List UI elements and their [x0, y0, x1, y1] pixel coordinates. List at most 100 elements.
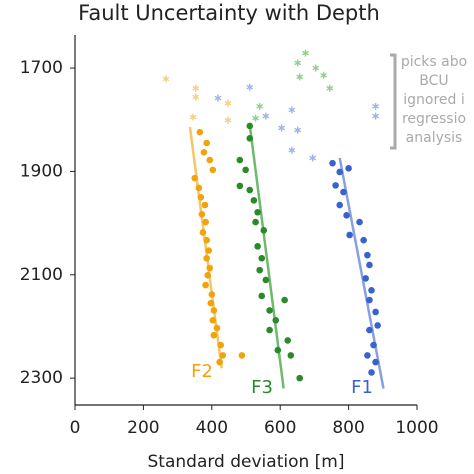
pick-point — [345, 165, 352, 172]
y-tick-label: 2100 — [20, 265, 63, 285]
pick-point — [368, 286, 375, 294]
pick-point — [200, 149, 208, 156]
excluded-pick — [192, 93, 200, 101]
x-axis-label: Standard deviation [m] — [148, 452, 345, 472]
pick-point — [199, 229, 207, 236]
pick-point — [206, 264, 214, 272]
pick-point — [195, 184, 203, 192]
regression-line — [188, 126, 223, 369]
excluded-pick — [372, 112, 379, 120]
pick-point — [219, 352, 227, 359]
pick-point — [370, 341, 377, 349]
pick-point — [242, 166, 249, 174]
pick-point — [258, 254, 266, 262]
pick-point — [366, 326, 373, 334]
pick-point — [207, 299, 215, 307]
pick-point — [217, 341, 224, 349]
pick-point — [209, 316, 217, 324]
pick-point — [266, 307, 273, 314]
pick-point — [246, 122, 254, 130]
pick-point — [281, 296, 288, 304]
excluded-pick — [288, 106, 296, 114]
pick-point — [205, 247, 213, 254]
excluded-pick — [320, 71, 328, 79]
x-tick-label: 1000 — [395, 418, 438, 438]
excluded-pick — [192, 84, 200, 92]
pick-point — [266, 326, 273, 334]
series-label: F1 — [351, 377, 373, 398]
pick-point — [204, 271, 211, 279]
excluded-pick — [189, 113, 197, 121]
pick-point — [213, 324, 221, 332]
pick-point — [364, 352, 371, 359]
pick-point — [191, 174, 198, 182]
series-label: F3 — [251, 377, 273, 398]
pick-point — [336, 201, 344, 209]
pick-point — [236, 182, 244, 190]
pick-point — [366, 261, 373, 269]
pick-point — [208, 291, 216, 298]
pick-point — [372, 308, 379, 316]
pick-point — [196, 128, 204, 136]
pick-point — [201, 201, 209, 209]
excluded-pick — [288, 146, 296, 154]
pick-point — [374, 322, 381, 329]
pick-point — [197, 193, 205, 201]
pick-point — [216, 358, 223, 366]
excluded-pick — [262, 112, 270, 120]
series-label: F2 — [191, 361, 213, 382]
excluded-pick — [372, 102, 379, 110]
pick-point — [372, 358, 379, 366]
pick-point — [202, 281, 209, 289]
y-tick-label: 1900 — [20, 161, 63, 181]
pick-point — [198, 211, 206, 218]
excluded-pick — [294, 59, 302, 67]
annotation: picks abo — [401, 54, 467, 70]
pick-point — [238, 352, 246, 359]
chart-title: Fault Uncertainty with Depth — [78, 1, 380, 25]
pick-point — [272, 316, 280, 324]
pick-point — [329, 159, 336, 167]
pick-point — [202, 218, 209, 226]
excluded-pick — [309, 154, 317, 162]
excluded-pick — [312, 64, 320, 72]
pick-point — [236, 156, 244, 164]
pick-point — [203, 254, 210, 262]
x-tick-label: 600 — [264, 418, 296, 438]
pick-point — [274, 346, 282, 354]
pick-point — [262, 276, 270, 284]
pick-point — [346, 231, 353, 239]
excluded-pick — [214, 94, 222, 102]
pick-point — [336, 168, 344, 176]
pick-point — [246, 186, 254, 194]
pick-point — [252, 218, 259, 226]
y-tick-label: 1700 — [20, 58, 63, 78]
pick-point — [343, 212, 350, 219]
pick-point — [362, 275, 370, 282]
regression-line — [338, 157, 385, 389]
x-tick-label: 800 — [332, 418, 364, 438]
annotation: ignored i — [403, 92, 465, 108]
pick-point — [203, 139, 210, 147]
pick-point — [210, 331, 218, 339]
pick-point — [209, 166, 217, 174]
excluded-pick — [224, 99, 232, 107]
annotation: analysis — [406, 130, 463, 146]
pick-point — [360, 236, 367, 244]
bcu-bracket — [390, 53, 397, 150]
pick-point — [287, 352, 295, 359]
excluded-pick — [278, 124, 285, 132]
y-tick-label: 2300 — [20, 368, 63, 388]
excluded-pick — [224, 116, 232, 124]
x-tick-label: 400 — [196, 418, 228, 438]
pick-point — [210, 307, 218, 314]
excluded-pick — [296, 73, 304, 81]
pick-point — [256, 266, 263, 274]
excluded-pick — [326, 84, 334, 92]
pick-point — [254, 243, 261, 250]
excluded-pick — [302, 49, 309, 57]
pick-point — [203, 236, 210, 244]
pick-point — [206, 156, 214, 164]
regression-line — [248, 124, 285, 389]
